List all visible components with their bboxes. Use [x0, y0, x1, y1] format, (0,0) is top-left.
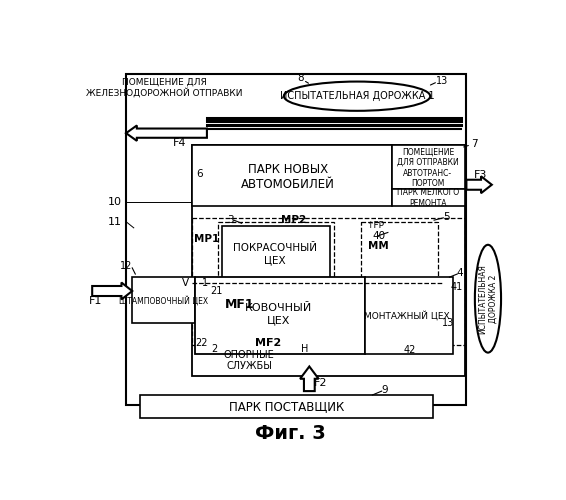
- Bar: [392, 144, 465, 190]
- Text: ПОМЕЩЕНИЕ ДЛЯ
ЖЕЛЕЗНОДОРОЖНОЙ ОТПРАВКИ: ПОМЕЩЕНИЕ ДЛЯ ЖЕЛЕЗНОДОРОЖНОЙ ОТПРАВКИ: [86, 78, 243, 98]
- Text: 4: 4: [457, 268, 464, 278]
- FancyArrow shape: [92, 282, 132, 300]
- Bar: [191, 144, 465, 376]
- Text: ПАРК ПОСТАВЩИК: ПАРК ПОСТАВЩИК: [229, 400, 344, 413]
- Text: 13: 13: [436, 76, 448, 86]
- Text: ПАРК МЕЛКОГО
РЕМОНТА: ПАРК МЕЛКОГО РЕМОНТА: [397, 188, 459, 208]
- Bar: [140, 395, 432, 418]
- FancyArrow shape: [126, 126, 207, 141]
- Text: F2: F2: [314, 378, 328, 388]
- Ellipse shape: [475, 245, 501, 352]
- Text: 8: 8: [297, 74, 303, 84]
- Bar: [365, 277, 453, 354]
- Text: МОНТАЖНЫЙ ЦЕХ: МОНТАЖНЫЙ ЦЕХ: [365, 310, 450, 320]
- Text: V: V: [182, 278, 189, 288]
- Text: 3: 3: [227, 215, 233, 225]
- Text: ИСПЫТАТЕЛЬНАЯ ДОРОЖКА 1: ИСПЫТАТЕЛЬНАЯ ДОРОЖКА 1: [280, 91, 434, 101]
- Text: F1: F1: [88, 296, 102, 306]
- Text: F3: F3: [474, 170, 487, 180]
- Text: ПОМЕЩЕНИЕ
ДЛЯ ОТПРАВКИ
АВТОТРАНС-
ПОРТОМ: ПОМЕЩЕНИЕ ДЛЯ ОТПРАВКИ АВТОТРАНС- ПОРТОМ: [397, 148, 459, 188]
- FancyArrow shape: [300, 366, 319, 391]
- Text: MF2: MF2: [255, 338, 282, 348]
- Text: 42: 42: [403, 344, 415, 354]
- Text: ШТАМПОВОЧНЫЙ ЦЕХ: ШТАМПОВОЧНЫЙ ЦЕХ: [119, 296, 208, 305]
- Text: 41: 41: [451, 282, 464, 292]
- Text: КОВОЧНЫЙ
ЦЕХ: КОВОЧНЫЙ ЦЕХ: [245, 304, 312, 325]
- Text: F4: F4: [173, 138, 187, 148]
- Bar: [361, 222, 438, 298]
- Text: ПОКРАСОЧНЫЙ
ЦЕХ: ПОКРАСОЧНЫЙ ЦЕХ: [233, 243, 316, 265]
- Text: 12: 12: [120, 262, 132, 272]
- Text: 9: 9: [381, 384, 388, 394]
- Bar: [392, 190, 465, 206]
- Bar: [132, 277, 195, 324]
- Text: 11: 11: [108, 216, 122, 226]
- Text: 7: 7: [471, 139, 477, 149]
- Text: 10: 10: [108, 198, 122, 207]
- Text: MP2: MP2: [281, 215, 307, 225]
- Text: MF1: MF1: [225, 298, 255, 312]
- Text: Фиг. 3: Фиг. 3: [255, 424, 325, 443]
- Text: 13: 13: [442, 318, 454, 328]
- Bar: [218, 222, 334, 285]
- Bar: [126, 74, 466, 405]
- Text: 5: 5: [443, 212, 450, 222]
- Text: 40: 40: [372, 230, 385, 240]
- Text: ИСПЫТАТЕЛЬНАЯ
ДОРОЖКА 2: ИСПЫТАТЕЛЬНАЯ ДОРОЖКА 2: [478, 264, 498, 334]
- Text: 2: 2: [212, 344, 218, 354]
- Ellipse shape: [284, 82, 430, 111]
- Text: MP1: MP1: [194, 234, 220, 243]
- Bar: [195, 277, 365, 354]
- Text: 21: 21: [211, 286, 223, 296]
- FancyArrow shape: [466, 176, 492, 193]
- Text: MM: MM: [368, 242, 389, 252]
- Text: 1: 1: [201, 278, 208, 288]
- Text: ОПОРНЫЕ
СЛУЖБЫ: ОПОРНЫЕ СЛУЖБЫ: [224, 350, 275, 371]
- Bar: [191, 144, 392, 206]
- Text: 22: 22: [195, 338, 208, 348]
- Bar: [191, 218, 465, 345]
- Bar: [222, 226, 330, 281]
- Text: H: H: [301, 344, 308, 354]
- Text: ↑FP: ↑FP: [366, 221, 384, 230]
- Text: 6: 6: [196, 169, 203, 179]
- Text: ПАРК НОВЫХ
АВТОМОБИЛЕЙ: ПАРК НОВЫХ АВТОМОБИЛЕЙ: [241, 163, 335, 191]
